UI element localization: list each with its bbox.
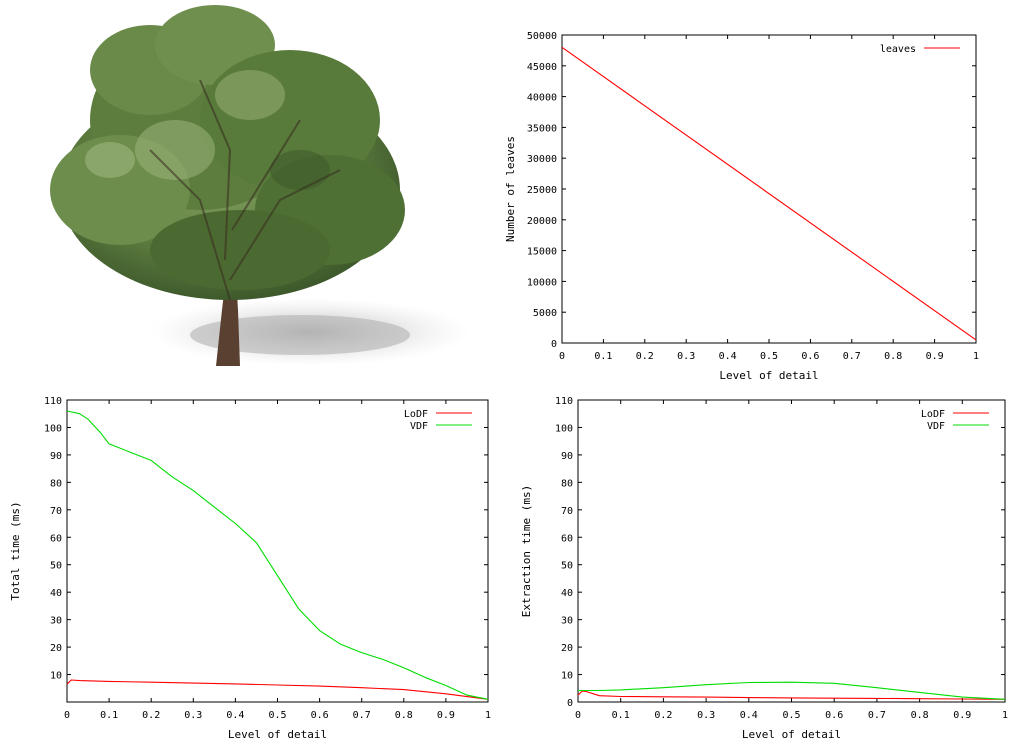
chart-total-time-svg: 0 0.1 0.2 0.3 0.4 0.5 0.6 0.7 0.8 0.9 110203040506… <box>9 396 491 741</box>
extract-x-axis-label: Level of detail <box>742 728 841 741</box>
leaves-y-tick-label: 0 <box>551 339 557 350</box>
extract-x-tick-label: 1 <box>1002 710 1008 721</box>
leaves-x-tick-label: 0 <box>559 351 565 362</box>
total-series-lodf <box>66 679 489 700</box>
total-y-tick-label: 110 <box>44 396 62 407</box>
total-plot-frame <box>66 399 489 703</box>
leaves-y-tick-label: 15000 <box>527 247 557 258</box>
total-x-tick-label: 0 <box>64 710 70 721</box>
extract-y-tick-label: 50 <box>561 561 573 572</box>
leaves-x-tick-label: 0.4 <box>719 351 737 362</box>
total-legend-label-vdf: VDF <box>410 421 428 432</box>
extract-y-tick-label: 20 <box>561 643 573 654</box>
total-series-vdf <box>66 410 489 700</box>
extract-x-tick-label: 0.7 <box>868 710 886 721</box>
leaves-y-tick-label: 35000 <box>527 123 557 134</box>
total-y-tick-label: 50 <box>50 561 62 572</box>
extract-y-tick-label: 110 <box>555 396 573 407</box>
leaves-y-tick-label: 30000 <box>527 154 557 165</box>
tree-image <box>0 0 470 380</box>
extract-y-tick-label: 80 <box>561 478 573 489</box>
total-x-tick-label: 0.8 <box>395 710 413 721</box>
tree-illustration <box>50 5 470 366</box>
leaves-plot-frame <box>561 34 977 344</box>
leaves-x-tick-label: 0.5 <box>760 351 778 362</box>
total-y-tick-label: 20 <box>50 643 62 654</box>
leaves-x-tick-label: 0.6 <box>801 351 819 362</box>
extract-series-lodf <box>577 690 1006 700</box>
total-x-tick-label: 0.1 <box>100 710 118 721</box>
leaves-series-leaves <box>561 46 977 341</box>
total-y-tick-label: 10 <box>50 671 62 682</box>
leaves-y-tick-label: 25000 <box>527 185 557 196</box>
extract-series-vdf <box>578 681 1006 700</box>
extract-y-tick-label: 0 <box>567 698 573 709</box>
extract-legend-label-lodf: LoDF <box>921 409 945 420</box>
leaves-x-tick-label: 0.1 <box>594 351 612 362</box>
leaves-y-tick-label: 50000 <box>527 31 557 42</box>
chart-total-time: 0 0.1 0.2 0.3 0.4 0.5 0.6 0.7 0.8 0.9 1 10 20 30 40 50 6… <box>0 388 505 747</box>
total-y-tick-label: 100 <box>44 423 62 434</box>
total-y-tick-label: 40 <box>50 588 62 599</box>
total-y-tick-label: 80 <box>50 478 62 489</box>
total-x-tick-label: 0.5 <box>268 710 286 721</box>
total-y-tick-label: 60 <box>50 533 62 544</box>
chart-extraction-time-svg: 0 0.1 0.2 0.3 0.4 0.5 0.6 0.7 0.8 0.9 101020304050… <box>520 396 1008 741</box>
total-x-tick-label: 0.4 <box>226 710 244 721</box>
leaves-x-tick-label: 0.7 <box>843 351 861 362</box>
total-x-tick-label: 0.7 <box>353 710 371 721</box>
extract-x-tick-label: 0.4 <box>740 710 758 721</box>
leaves-x-tick-label: 0.9 <box>926 351 944 362</box>
leaves-x-tick-label: 0.3 <box>677 351 695 362</box>
extract-y-tick-label: 90 <box>561 451 573 462</box>
leaves-y-tick-label: 40000 <box>527 93 557 104</box>
total-y-tick-label: 70 <box>50 506 62 517</box>
extract-y-tick-label: 30 <box>561 616 573 627</box>
leaves-x-tick-label: 1 <box>973 351 979 362</box>
extract-x-tick-label: 0.9 <box>953 710 971 721</box>
extract-y-tick-label: 40 <box>561 588 573 599</box>
leaves-y-tick-label: 45000 <box>527 62 557 73</box>
tree-crown <box>50 5 405 301</box>
total-x-tick-label: 0.3 <box>184 710 202 721</box>
leaves-y-axis-label: Number of leaves <box>504 136 517 242</box>
leaves-y-tick-label: 20000 <box>527 216 557 227</box>
extract-x-tick-label: 0.3 <box>697 710 715 721</box>
total-x-tick-label: 1 <box>485 710 491 721</box>
total-y-tick-label: 30 <box>50 616 62 627</box>
total-x-axis-label: Level of detail <box>228 728 327 741</box>
chart-extraction-time: 0 0.1 0.2 0.3 0.4 0.5 0.6 0.7 0.8 0.9 1 0 10 20 30 40 50… <box>515 388 1013 747</box>
extract-x-tick-label: 0.5 <box>782 710 800 721</box>
chart-leaves: 0 0.1 0.2 0.3 0.4 0.5 0.6 0.7 0.8 0.9 1 0 5000 10000 1… <box>470 0 1013 390</box>
extract-x-tick-label: 0.6 <box>825 710 843 721</box>
extract-y-tick-label: 100 <box>555 423 573 434</box>
total-x-tick-label: 0.9 <box>437 710 455 721</box>
leaves-y-tick-label: 10000 <box>527 277 557 288</box>
leaves-x-tick-label: 0.2 <box>636 351 654 362</box>
tree-shadow-core <box>190 315 410 355</box>
extract-plot-frame <box>577 399 1006 703</box>
total-y-axis-label: Total time (ms) <box>9 501 22 600</box>
chart-leaves-svg: 0 0.1 0.2 0.3 0.4 0.5 0.6 0.7 0.8 0.9 1 0 5000 10000 1… <box>504 31 979 382</box>
total-y-tick-label: 90 <box>50 451 62 462</box>
leaves-legend-label-leaves: leaves <box>880 44 916 55</box>
total-legend-label-lodf: LoDF <box>404 409 428 420</box>
extract-x-tick-label: 0.8 <box>911 710 929 721</box>
extract-x-tick-label: 0 <box>575 710 581 721</box>
total-x-tick-label: 0.6 <box>311 710 329 721</box>
extract-x-tick-label: 0.2 <box>654 710 672 721</box>
extract-y-tick-label: 60 <box>561 533 573 544</box>
extract-y-axis-label: Extraction time (ms) <box>520 485 533 617</box>
leaves-x-tick-label: 0.8 <box>884 351 902 362</box>
extract-x-tick-label: 0.1 <box>612 710 630 721</box>
leaves-y-tick-label: 5000 <box>533 308 557 319</box>
total-x-tick-label: 0.2 <box>142 710 160 721</box>
extract-y-tick-label: 10 <box>561 671 573 682</box>
extract-legend-label-vdf: VDF <box>927 421 945 432</box>
leaves-x-axis-label: Level of detail <box>719 369 818 382</box>
extract-y-tick-label: 70 <box>561 506 573 517</box>
